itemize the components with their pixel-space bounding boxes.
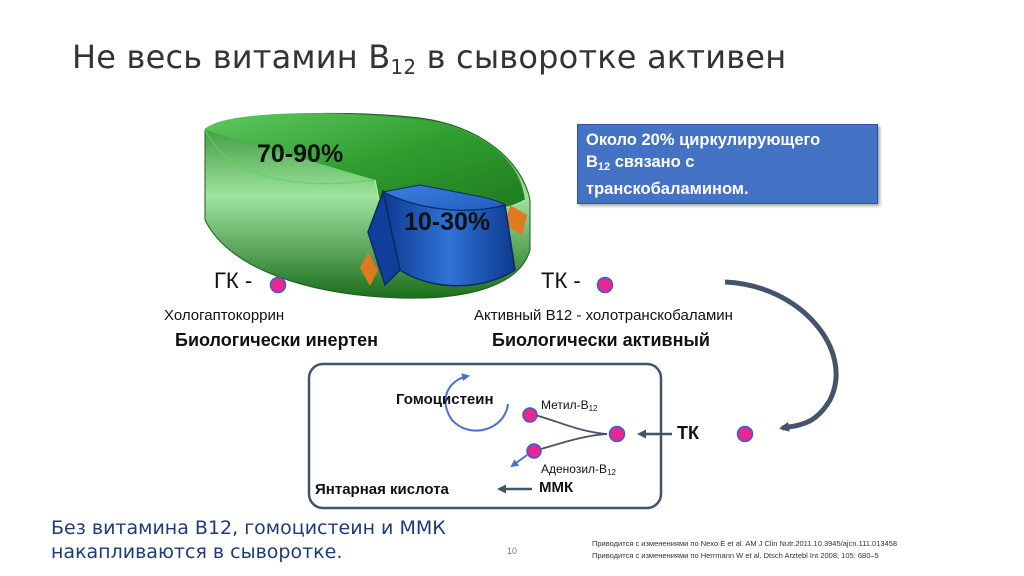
cell-box (307, 362, 663, 510)
big-curved-arrow (724, 279, 839, 432)
branch-up (534, 414, 608, 435)
references: Приводится с изменениями по Nexo E et al… (592, 538, 897, 562)
mmk-label: ММК (539, 479, 574, 496)
methyl-dot (522, 407, 538, 423)
hk-status: Биологически инертен (175, 330, 379, 350)
pie-major-slice (204, 112, 531, 299)
hk-full-name: Хологаптокоррин (164, 307, 285, 324)
slide-title: Не весь витамин В12 в сыворотке активен (72, 38, 787, 79)
reference-1: Приводится с изменениями по Nexo E et al… (592, 539, 898, 548)
callout-line3: транскобаламином. (586, 180, 749, 198)
tk-dot (596, 276, 614, 294)
page-number: 10 (507, 546, 518, 556)
pie-major-label: 70-90% (257, 140, 344, 168)
methyl-b12-label: Метил-В12 (541, 398, 598, 413)
tk-inner-dot (608, 425, 626, 443)
pie-minor-slice (367, 184, 516, 287)
pie-minor-label: 10-30% (404, 208, 491, 236)
tk-full-name: Активный В12 - холотранскобаламин (474, 307, 733, 324)
adenosyl-b12-label: Аденозил-В12 (541, 462, 616, 477)
tk-outer-dot (736, 425, 754, 443)
footer-note: Без витамина В12, гомоцистеин и ММК нака… (51, 517, 446, 563)
tk-status: Биологически активный (492, 330, 710, 350)
callout-box: Около 20% циркулирующего В12 связано с т… (577, 124, 878, 204)
succinic-acid-label: Янтарная кислота (315, 481, 449, 498)
adenosyl-dot (526, 443, 542, 459)
adenosyl-arrow (510, 454, 528, 468)
homocysteine-cycle (444, 373, 509, 432)
callout-line2: В12 связано с (586, 153, 695, 173)
tk-abbr: ТК - (541, 268, 581, 293)
branch-down (536, 433, 608, 451)
homocysteine-label: Гомоцистеин (396, 391, 494, 408)
callout-line1: Около 20% циркулирующего (586, 131, 821, 149)
reference-2: Приводится с изменениями по Herrmann W e… (592, 551, 879, 560)
hk-dot (269, 276, 287, 294)
hk-abbr: ГК - (214, 268, 253, 293)
tk-cell-label: ТК (677, 423, 699, 443)
